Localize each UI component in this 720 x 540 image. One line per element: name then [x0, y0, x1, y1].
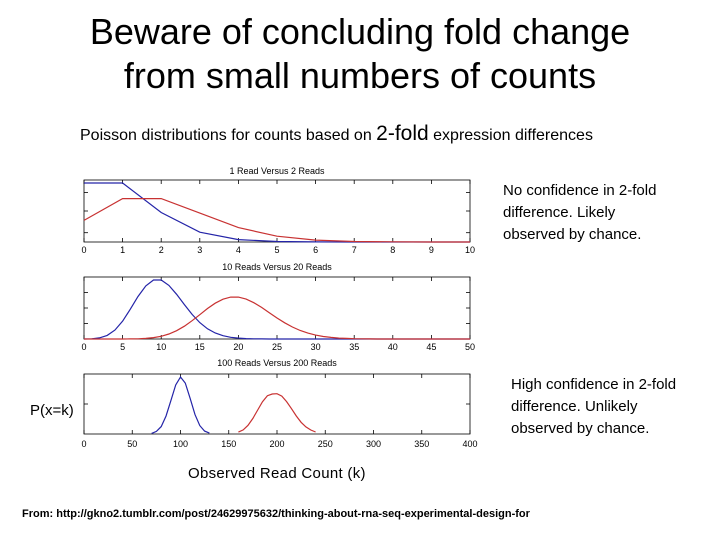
x-tick-label: 8	[390, 245, 395, 255]
panel-title: 100 Reads Versus 200 Reads	[217, 358, 337, 368]
slide-title: Beware of concluding fold change from sm…	[0, 10, 720, 98]
note-no-confidence: No confidence in 2-fold difference. Like…	[503, 180, 656, 246]
x-tick-label: 40	[388, 342, 398, 352]
note-top-line-2: difference. Likely	[503, 204, 616, 221]
note-top-line-3: observed by chance.	[503, 226, 642, 243]
subtitle-emphasis: 2-fold	[376, 122, 429, 145]
note-bottom-line-2: difference. Unlikely	[511, 398, 638, 415]
x-tick-label: 35	[349, 342, 359, 352]
source-citation: From: http://gkno2.tumblr.com/post/24629…	[22, 508, 530, 520]
x-tick-label: 6	[313, 245, 318, 255]
subtitle-pre: Poisson distributions for counts based o…	[80, 127, 377, 144]
slide-title-line-1: Beware of concluding fold change	[89, 11, 631, 52]
x-tick-label: 2	[159, 245, 164, 255]
x-tick-label: 300	[366, 439, 381, 449]
series-line-mean-2	[83, 198, 470, 243]
series-line-mean-100	[151, 375, 210, 434]
panel-2: 10 Reads Versus 20 Reads 0 5 10 15 20 25 30 35 40…	[81, 262, 475, 352]
x-tick-label: 0	[81, 245, 86, 255]
panel-title: 1 Read Versus 2 Reads	[229, 166, 325, 176]
x-tick-label: 50	[465, 342, 475, 352]
x-tick-label: 100	[173, 439, 188, 449]
x-tick-label: 1	[120, 245, 125, 255]
x-tick-label: 0	[81, 342, 86, 352]
x-tick-label: 45	[426, 342, 436, 352]
x-tick-label: 200	[269, 439, 284, 449]
subtitle-post: expression differences	[428, 127, 593, 144]
y-axis-label: P(x=k)	[30, 402, 74, 419]
panel-3: 100 Reads Versus 200 Reads 0 50 100 150 200 25…	[81, 358, 477, 449]
note-bottom-line-3: observed by chance.	[511, 420, 650, 437]
x-tick-label: 250	[318, 439, 333, 449]
x-tick-label: 5	[120, 342, 125, 352]
panel-1: 1 Read Versus 2 Reads 0 1 2 3 4 5 6 7 8 9 10	[81, 166, 475, 255]
series-line-mean-200	[238, 393, 316, 433]
x-tick-label: 0	[81, 439, 86, 449]
series-line-mean-1	[84, 182, 470, 243]
x-tick-label: 400	[462, 439, 477, 449]
x-tick-label: 7	[352, 245, 357, 255]
x-tick-label: 25	[272, 342, 282, 352]
axes-frame	[83, 373, 471, 435]
axes-frame	[83, 276, 471, 340]
x-axis-label: Observed Read Count (k)	[188, 465, 366, 482]
x-tick-label: 10	[465, 245, 475, 255]
x-tick-label: 150	[221, 439, 236, 449]
x-tick-label: 9	[429, 245, 434, 255]
note-top-line-1: No confidence in 2-fold	[503, 182, 657, 199]
series-line-mean-10	[83, 279, 470, 340]
x-tick-label: 20	[233, 342, 243, 352]
x-tick-label: 5	[274, 245, 279, 255]
chart-subtitle: Poisson distributions for counts based o…	[80, 122, 593, 146]
x-tick-label: 4	[236, 245, 241, 255]
x-tick-label: 50	[127, 439, 137, 449]
x-tick-label: 350	[414, 439, 429, 449]
x-tick-label: 15	[195, 342, 205, 352]
slide-title-line-2: from small numbers of counts	[123, 55, 597, 96]
panel-title: 10 Reads Versus 20 Reads	[222, 262, 332, 272]
x-tick-label: 30	[311, 342, 321, 352]
x-tick-label: 3	[197, 245, 202, 255]
note-bottom-line-1: High confidence in 2-fold	[511, 376, 677, 393]
axes-frame	[83, 179, 471, 243]
x-tick-label: 10	[156, 342, 166, 352]
note-high-confidence: High confidence in 2-fold difference. Un…	[511, 374, 676, 440]
series-line-mean-20	[84, 296, 470, 340]
